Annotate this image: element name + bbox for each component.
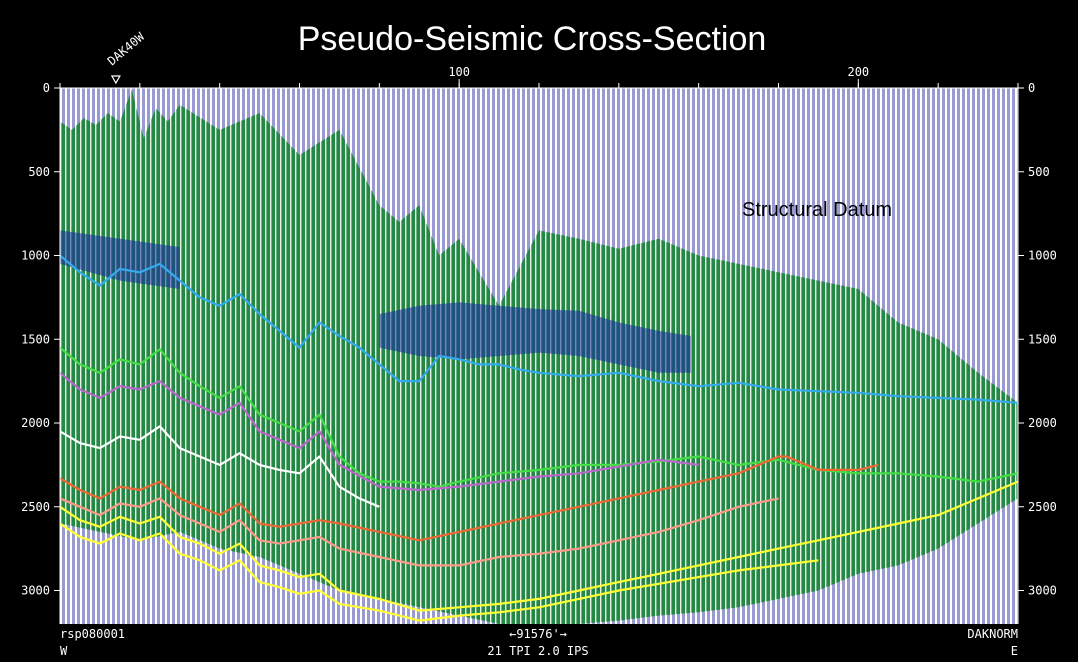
horizon-line-3: [60, 371, 699, 492]
blue-reflector-band-left: [60, 230, 180, 289]
y-tick-left-label: 1000: [21, 249, 50, 263]
horizon-line-4: [60, 425, 380, 508]
horizon-line-5: [60, 455, 879, 542]
y-tick-right-label: 1000: [1028, 249, 1057, 263]
y-tick-left-label: 3000: [21, 584, 50, 598]
horizon-line-1: [60, 254, 1018, 404]
horizon-line-6: [60, 497, 779, 567]
footer-center-scale: ←91576'→: [509, 627, 567, 641]
y-tick-right-label: 2000: [1028, 416, 1057, 430]
seismic-fill: [60, 89, 1018, 624]
y-tick-left-label: 500: [28, 165, 50, 179]
y-tick-left-label: 1500: [21, 332, 50, 346]
footer-center-params: 21 TPI 2.0 IPS: [487, 644, 588, 658]
x-tick-label: 100: [448, 65, 470, 79]
horizon-line-2: [60, 346, 1018, 488]
annotation-structural-datum: Structural Datum: [742, 199, 892, 221]
y-tick-right-label: 1500: [1028, 332, 1057, 346]
y-tick-right-label: 2500: [1028, 500, 1057, 514]
footer-left-id: rsp080001: [60, 627, 125, 641]
blue-reflector-band: [379, 302, 691, 373]
footer-right-id: DAKNORM: [967, 627, 1018, 641]
y-tick-left-label: 0: [43, 81, 50, 95]
seismic-body: [60, 89, 1018, 624]
x-tick-label: 200: [847, 65, 869, 79]
horizon-lines: [60, 254, 1018, 622]
y-tick-right-label: 500: [1028, 165, 1050, 179]
axes: 0 0 500 500 1000 1000 1500 1500 2000 2000 2500 2500…: [21, 65, 1057, 624]
y-tick-right-label: 3000: [1028, 584, 1057, 598]
y-tick-right-label: 0: [1028, 81, 1035, 95]
footer-left-direction: W: [60, 644, 68, 658]
footer-right-direction: E: [1011, 644, 1018, 658]
well-marker-triangle-icon: [110, 75, 121, 85]
horizon-line-8: [60, 522, 819, 622]
y-tick-left-label: 2000: [21, 416, 50, 430]
chart-title: Pseudo-Seismic Cross-Section: [298, 20, 767, 58]
horizon-line-7: [60, 480, 1018, 612]
y-tick-left-label: 2500: [21, 500, 50, 514]
